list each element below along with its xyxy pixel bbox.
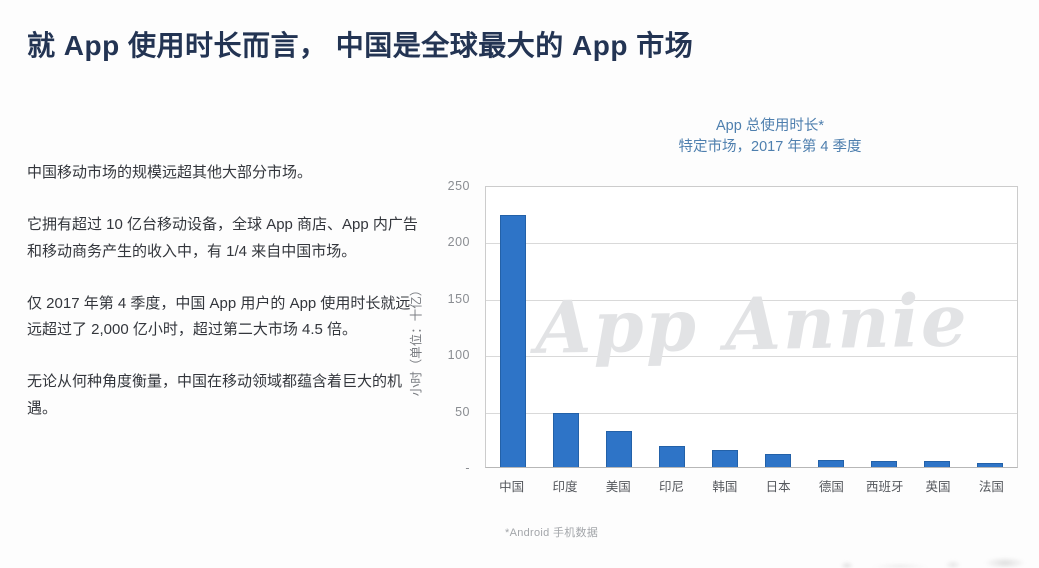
bar-slot-中国 [486, 187, 539, 467]
y-axis-ticks: 250 200 150 100 50 - [425, 179, 470, 475]
gridline [486, 412, 1017, 414]
x-tick-label: 印尼 [659, 480, 685, 494]
x-tick-label: 英国 [925, 480, 951, 494]
x-tick-label: 德国 [818, 480, 844, 494]
x-tick-label: 美国 [605, 480, 631, 494]
x-tick-label: 韩国 [712, 480, 738, 494]
y-tick-label: 100 [447, 348, 470, 363]
bar-美国 [605, 431, 632, 467]
bar-韩国 [711, 450, 738, 467]
body-paragraph: 无论从何种角度衡量，中国在移动领域都蕴含着巨大的机遇。 [27, 373, 403, 417]
bar-中国 [499, 215, 526, 467]
bar-slot-法国 [964, 187, 1017, 467]
bar-slot-韩国 [698, 187, 751, 467]
bar-德国 [818, 460, 845, 467]
bar-slot-日本 [751, 187, 804, 467]
body-paragraph: 中国移动市场的规模远超其他大部分市场。 [27, 164, 313, 181]
body-paragraph: 仅 2017 年第 4 季度，中国 App 用户的 App 使用时长就远远超过了… [27, 294, 411, 338]
x-tick-label: 中国 [499, 480, 525, 494]
chart-subtitle: 特定市场，2017 年第 4 季度 [678, 139, 862, 156]
x-tick-label: 法国 [978, 480, 1004, 494]
gridline [486, 299, 1017, 301]
y-tick-label: 50 [455, 404, 470, 419]
chart-footnote: *Android 手机数据 [505, 527, 599, 539]
bar-slot-美国 [592, 187, 645, 467]
x-tick-label: 西班牙 [865, 480, 904, 494]
bar-日本 [765, 453, 792, 467]
bar-slot-西班牙 [858, 187, 911, 467]
bars-container [486, 187, 1017, 467]
y-tick-label: 200 [447, 235, 470, 250]
y-tick-label: 250 [447, 179, 470, 193]
body-paragraph: 它拥有超过 10 亿台移动设备，全球 App 商店、App 内广告和移动商务产生… [27, 216, 418, 260]
y-tick-label: - [465, 461, 470, 475]
bar-印度 [552, 413, 579, 467]
plot-area: App Annie [485, 186, 1018, 468]
bar-英国 [924, 461, 951, 467]
bar-印尼 [658, 445, 685, 467]
bar-slot-德国 [805, 187, 858, 467]
bottom-right-watermark-fragment [835, 552, 1035, 568]
y-axis-title: 小时（单位：十亿） [409, 283, 424, 397]
bar-slot-印尼 [645, 187, 698, 467]
x-axis-labels: 中国 印度 美国 印尼 韩国 日本 德国 西班牙 英国 法国 [485, 476, 1018, 495]
bar-西班牙 [871, 461, 898, 467]
y-tick-label: 150 [447, 291, 470, 306]
bar-法国 [977, 462, 1004, 467]
x-tick-label: 印度 [552, 480, 578, 494]
gridline [486, 243, 1017, 245]
chart-title-block: App 总使用时长* 特定市场，2017 年第 4 季度 [520, 116, 1020, 158]
bar-slot-印度 [539, 187, 592, 467]
bar-slot-英国 [911, 187, 964, 467]
gridline [486, 356, 1017, 358]
page-title: 就 App 使用时长而言， 中国是全球最大的 App 市场 [27, 30, 694, 61]
x-tick-label: 日本 [765, 480, 791, 494]
chart-title: App 总使用时长* [716, 118, 824, 134]
left-text-panel: 中国移动市场的规模远超其他大部分市场。 它拥有超过 10 亿台移动设备，全球 A… [27, 160, 419, 448]
